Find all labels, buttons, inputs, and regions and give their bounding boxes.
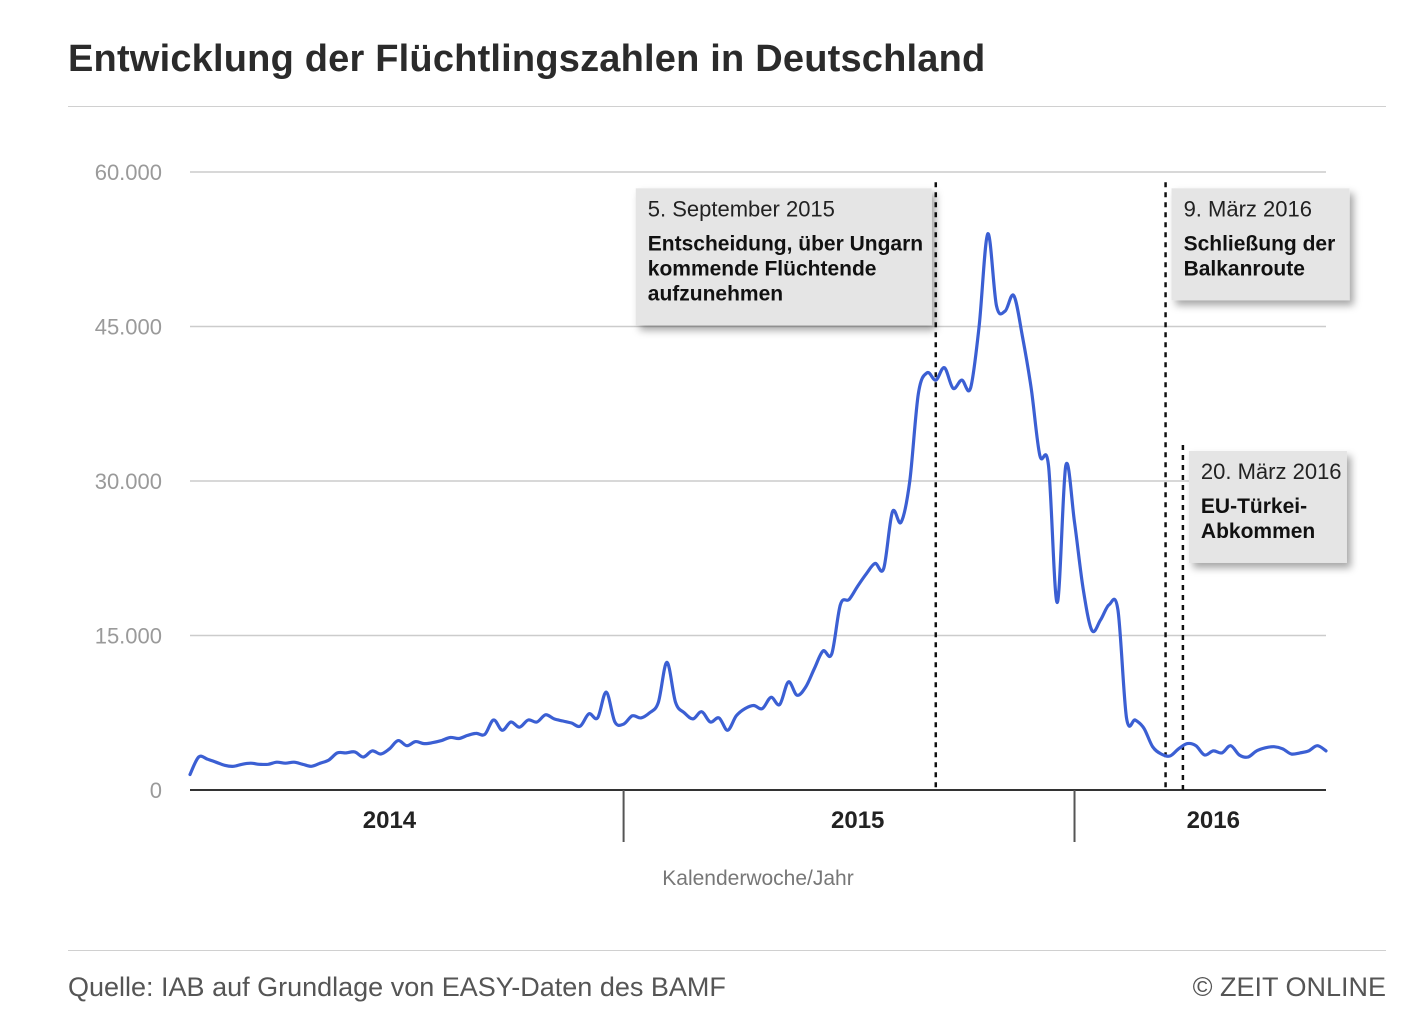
annotation-box <box>1188 450 1347 563</box>
annotation-date: 9. März 2016 <box>1184 196 1312 221</box>
x-year-label: 2014 <box>363 807 417 834</box>
annotation-text: Abkommen <box>1201 520 1315 543</box>
annotation-text: EU-Türkei- <box>1201 495 1307 518</box>
annotation-text: aufzunehmen <box>648 282 783 305</box>
x-year-label: 2015 <box>831 807 884 834</box>
annotation-text: Entscheidung, über Ungarn <box>648 232 923 255</box>
annotation-box <box>1171 188 1350 301</box>
line-chart: 0 15.000 30.000 45.000 60.000 2014 2015 2016 Kal… <box>95 160 1350 890</box>
bottom-divider <box>68 950 1386 951</box>
top-divider <box>68 106 1386 107</box>
annotation-text: kommende Flüchtende <box>648 257 877 280</box>
y-tick-label: 30.000 <box>95 469 162 494</box>
annotation-date: 5. September 2015 <box>648 196 835 221</box>
annotation-text: Schließung der <box>1184 232 1336 255</box>
y-tick-label: 45.000 <box>95 315 162 340</box>
source-note: Quelle: IAB auf Grundlage von EASY-Daten… <box>68 972 726 1002</box>
annotation-date: 20. März 2016 <box>1201 459 1342 484</box>
y-tick-label: 0 <box>150 778 162 803</box>
x-axis-label: Kalenderwoche/Jahr <box>662 867 853 890</box>
y-tick-label: 15.000 <box>95 624 162 649</box>
y-tick-label: 60.000 <box>95 160 162 185</box>
series-line <box>188 232 1328 777</box>
annotation-box <box>635 188 932 326</box>
page-title: Entwicklung der Flüchtlingszahlen in Deu… <box>68 38 986 80</box>
copyright-credit: © ZEIT ONLINE <box>1192 972 1386 1002</box>
annotation-text: Balkanroute <box>1184 257 1305 280</box>
x-year-label: 2016 <box>1187 807 1240 834</box>
